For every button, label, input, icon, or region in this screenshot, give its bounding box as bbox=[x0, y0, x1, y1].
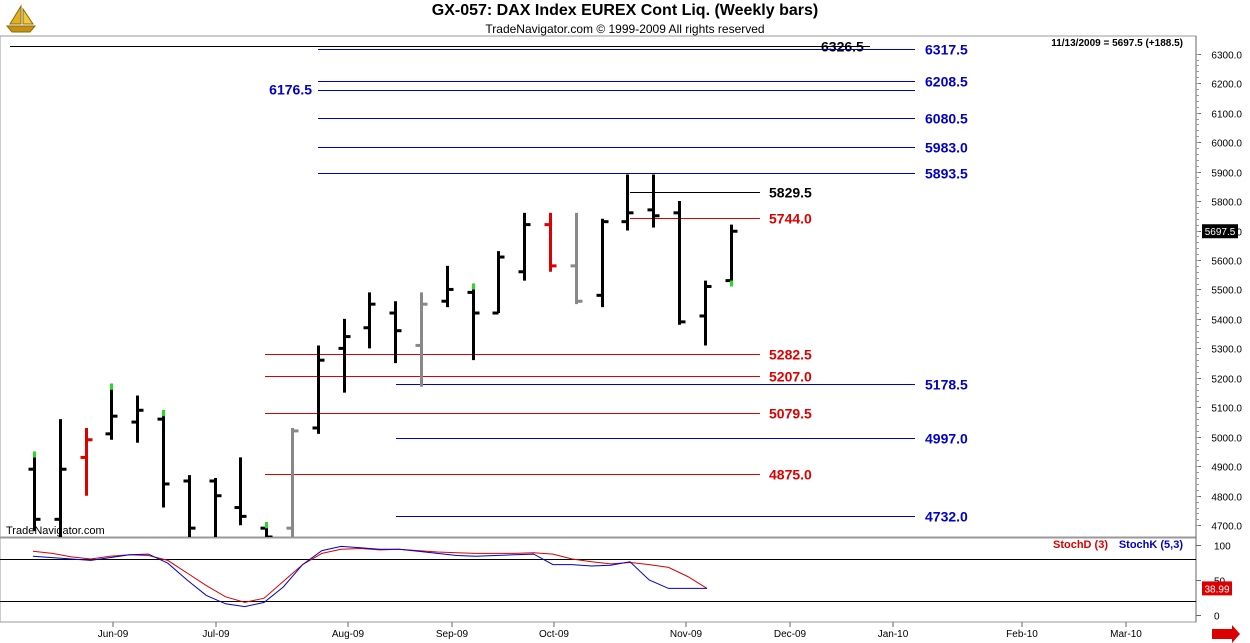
ohlc-bar bbox=[570, 212, 583, 305]
y-tick-label: 5200.0 bbox=[1211, 375, 1242, 386]
y-tick-label: 5300.0 bbox=[1211, 345, 1242, 356]
bar-signal-marker bbox=[110, 383, 113, 390]
ohlc-bar bbox=[105, 383, 118, 440]
osc-series-line bbox=[32, 545, 707, 608]
level-label: 4732.0 bbox=[925, 509, 968, 525]
ohlc-bars bbox=[28, 174, 738, 537]
level-label: 6326.5 bbox=[821, 39, 864, 55]
chart-subtitle: TradeNavigator.com © 1999-2009 All right… bbox=[485, 22, 765, 36]
osc-y-tick-label: 0 bbox=[1214, 612, 1220, 623]
level-label: 5893.5 bbox=[925, 166, 968, 182]
y-tick-label: 5100.0 bbox=[1211, 404, 1242, 415]
level-label: 6176.5 bbox=[269, 82, 312, 98]
osc-last-value-box bbox=[1202, 581, 1232, 596]
y-tick-label: 4900.0 bbox=[1211, 463, 1242, 474]
x-tick-label: Mar-10 bbox=[1110, 629, 1142, 640]
ohlc-bar bbox=[647, 174, 660, 228]
ohlc-bar bbox=[544, 212, 557, 272]
red-arrow-right-icon[interactable] bbox=[1212, 625, 1240, 643]
y-tick-label: 6200.0 bbox=[1211, 80, 1242, 91]
y-tick-label: 6000.0 bbox=[1211, 139, 1242, 150]
last-quote-label: 11/13/2009 = 5697.5 (+188.5) bbox=[1051, 38, 1183, 49]
y-tick-label: 6300.0 bbox=[1211, 51, 1242, 62]
y-tick-label: 5800.0 bbox=[1211, 198, 1242, 209]
oscillator-panel-frame bbox=[0, 537, 1197, 623]
ohlc-bar bbox=[467, 283, 480, 361]
y-tick-label: 4700.0 bbox=[1211, 522, 1242, 533]
level-label: 5079.5 bbox=[769, 406, 812, 422]
ohlc-bar bbox=[260, 522, 273, 537]
ohlc-bar bbox=[286, 427, 299, 537]
bar-signal-marker bbox=[33, 451, 36, 458]
level-label: 6080.5 bbox=[925, 111, 968, 127]
osc-y-tick-label: 100 bbox=[1214, 542, 1231, 553]
x-tick-label: Aug-09 bbox=[332, 629, 365, 640]
bar-signal-marker bbox=[162, 410, 165, 417]
bar-signal-marker bbox=[265, 522, 268, 529]
ohlc-bar bbox=[131, 395, 144, 443]
osc-legend-stochk: StochK (5,3) bbox=[1119, 539, 1184, 551]
bar-signal-marker bbox=[472, 283, 475, 290]
ohlc-bar bbox=[183, 475, 196, 537]
ohlc-bar bbox=[234, 457, 247, 526]
osc-last-value-label: 38.99 bbox=[1204, 584, 1229, 595]
ohlc-bar bbox=[80, 427, 93, 496]
level-label: 5178.5 bbox=[925, 377, 968, 393]
osc-series-line bbox=[32, 547, 708, 603]
x-tick-label: Oct-09 bbox=[539, 629, 569, 640]
bar-signal-marker bbox=[730, 280, 733, 287]
ohlc-bar bbox=[54, 419, 67, 537]
ohlc-bar bbox=[492, 251, 505, 315]
ohlc-bar bbox=[621, 174, 634, 231]
osc-legend-stochd: StochD (3) bbox=[1053, 539, 1108, 551]
ohlc-bar bbox=[725, 224, 738, 287]
chart-title: GX-057: DAX Index EUREX Cont Liq. (Weekl… bbox=[431, 2, 819, 19]
ohlc-bar bbox=[28, 451, 41, 532]
x-tick-label: Nov-09 bbox=[670, 629, 703, 640]
last-price-box bbox=[1202, 224, 1238, 239]
ohlc-bar bbox=[338, 318, 351, 393]
price-panel-frame bbox=[0, 35, 1197, 538]
ohlc-bar bbox=[312, 345, 325, 434]
last-price-label: 5697.5 bbox=[1205, 227, 1236, 238]
sailboat-logo-icon bbox=[5, 4, 37, 33]
ohlc-bar bbox=[363, 292, 376, 349]
y-tick-label: 5400.0 bbox=[1211, 316, 1242, 327]
y-tick-label: 6100.0 bbox=[1211, 110, 1242, 121]
ohlc-bar bbox=[673, 201, 686, 325]
watermark: TradeNavigator.com bbox=[6, 525, 105, 537]
y-tick-label: 4800.0 bbox=[1211, 493, 1242, 504]
level-label: 4875.0 bbox=[769, 467, 812, 483]
ohlc-bar bbox=[209, 478, 222, 537]
y-tick-label: 5600.0 bbox=[1211, 257, 1242, 268]
x-tick-label: Jul-09 bbox=[202, 629, 230, 640]
ohlc-bar bbox=[441, 265, 454, 308]
ohlc-bar bbox=[596, 218, 609, 308]
level-label: 6317.5 bbox=[925, 42, 968, 58]
level-label: 5983.0 bbox=[925, 140, 968, 156]
y-tick-label: 5900.0 bbox=[1211, 169, 1242, 180]
level-label: 5207.0 bbox=[769, 369, 812, 385]
x-tick-label: Sep-09 bbox=[436, 629, 469, 640]
x-tick-label: Dec-09 bbox=[774, 629, 807, 640]
level-label: 5829.5 bbox=[769, 185, 812, 201]
level-label: 5744.0 bbox=[769, 211, 812, 227]
level-label: 5282.5 bbox=[769, 347, 812, 363]
ohlc-bar bbox=[389, 301, 402, 364]
level-label: 4997.0 bbox=[925, 431, 968, 447]
ohlc-bar bbox=[157, 410, 170, 508]
x-tick-label: Jan-10 bbox=[878, 629, 909, 640]
y-tick-label: 5500.0 bbox=[1211, 286, 1242, 297]
x-tick-label: Jun-09 bbox=[98, 629, 129, 640]
ohlc-bar bbox=[415, 292, 428, 387]
x-tick-label: Feb-10 bbox=[1006, 629, 1038, 640]
level-label: 6208.5 bbox=[925, 74, 968, 90]
ohlc-bar bbox=[518, 212, 531, 281]
y-tick-label: 5000.0 bbox=[1211, 434, 1242, 445]
ohlc-bar bbox=[699, 280, 712, 346]
